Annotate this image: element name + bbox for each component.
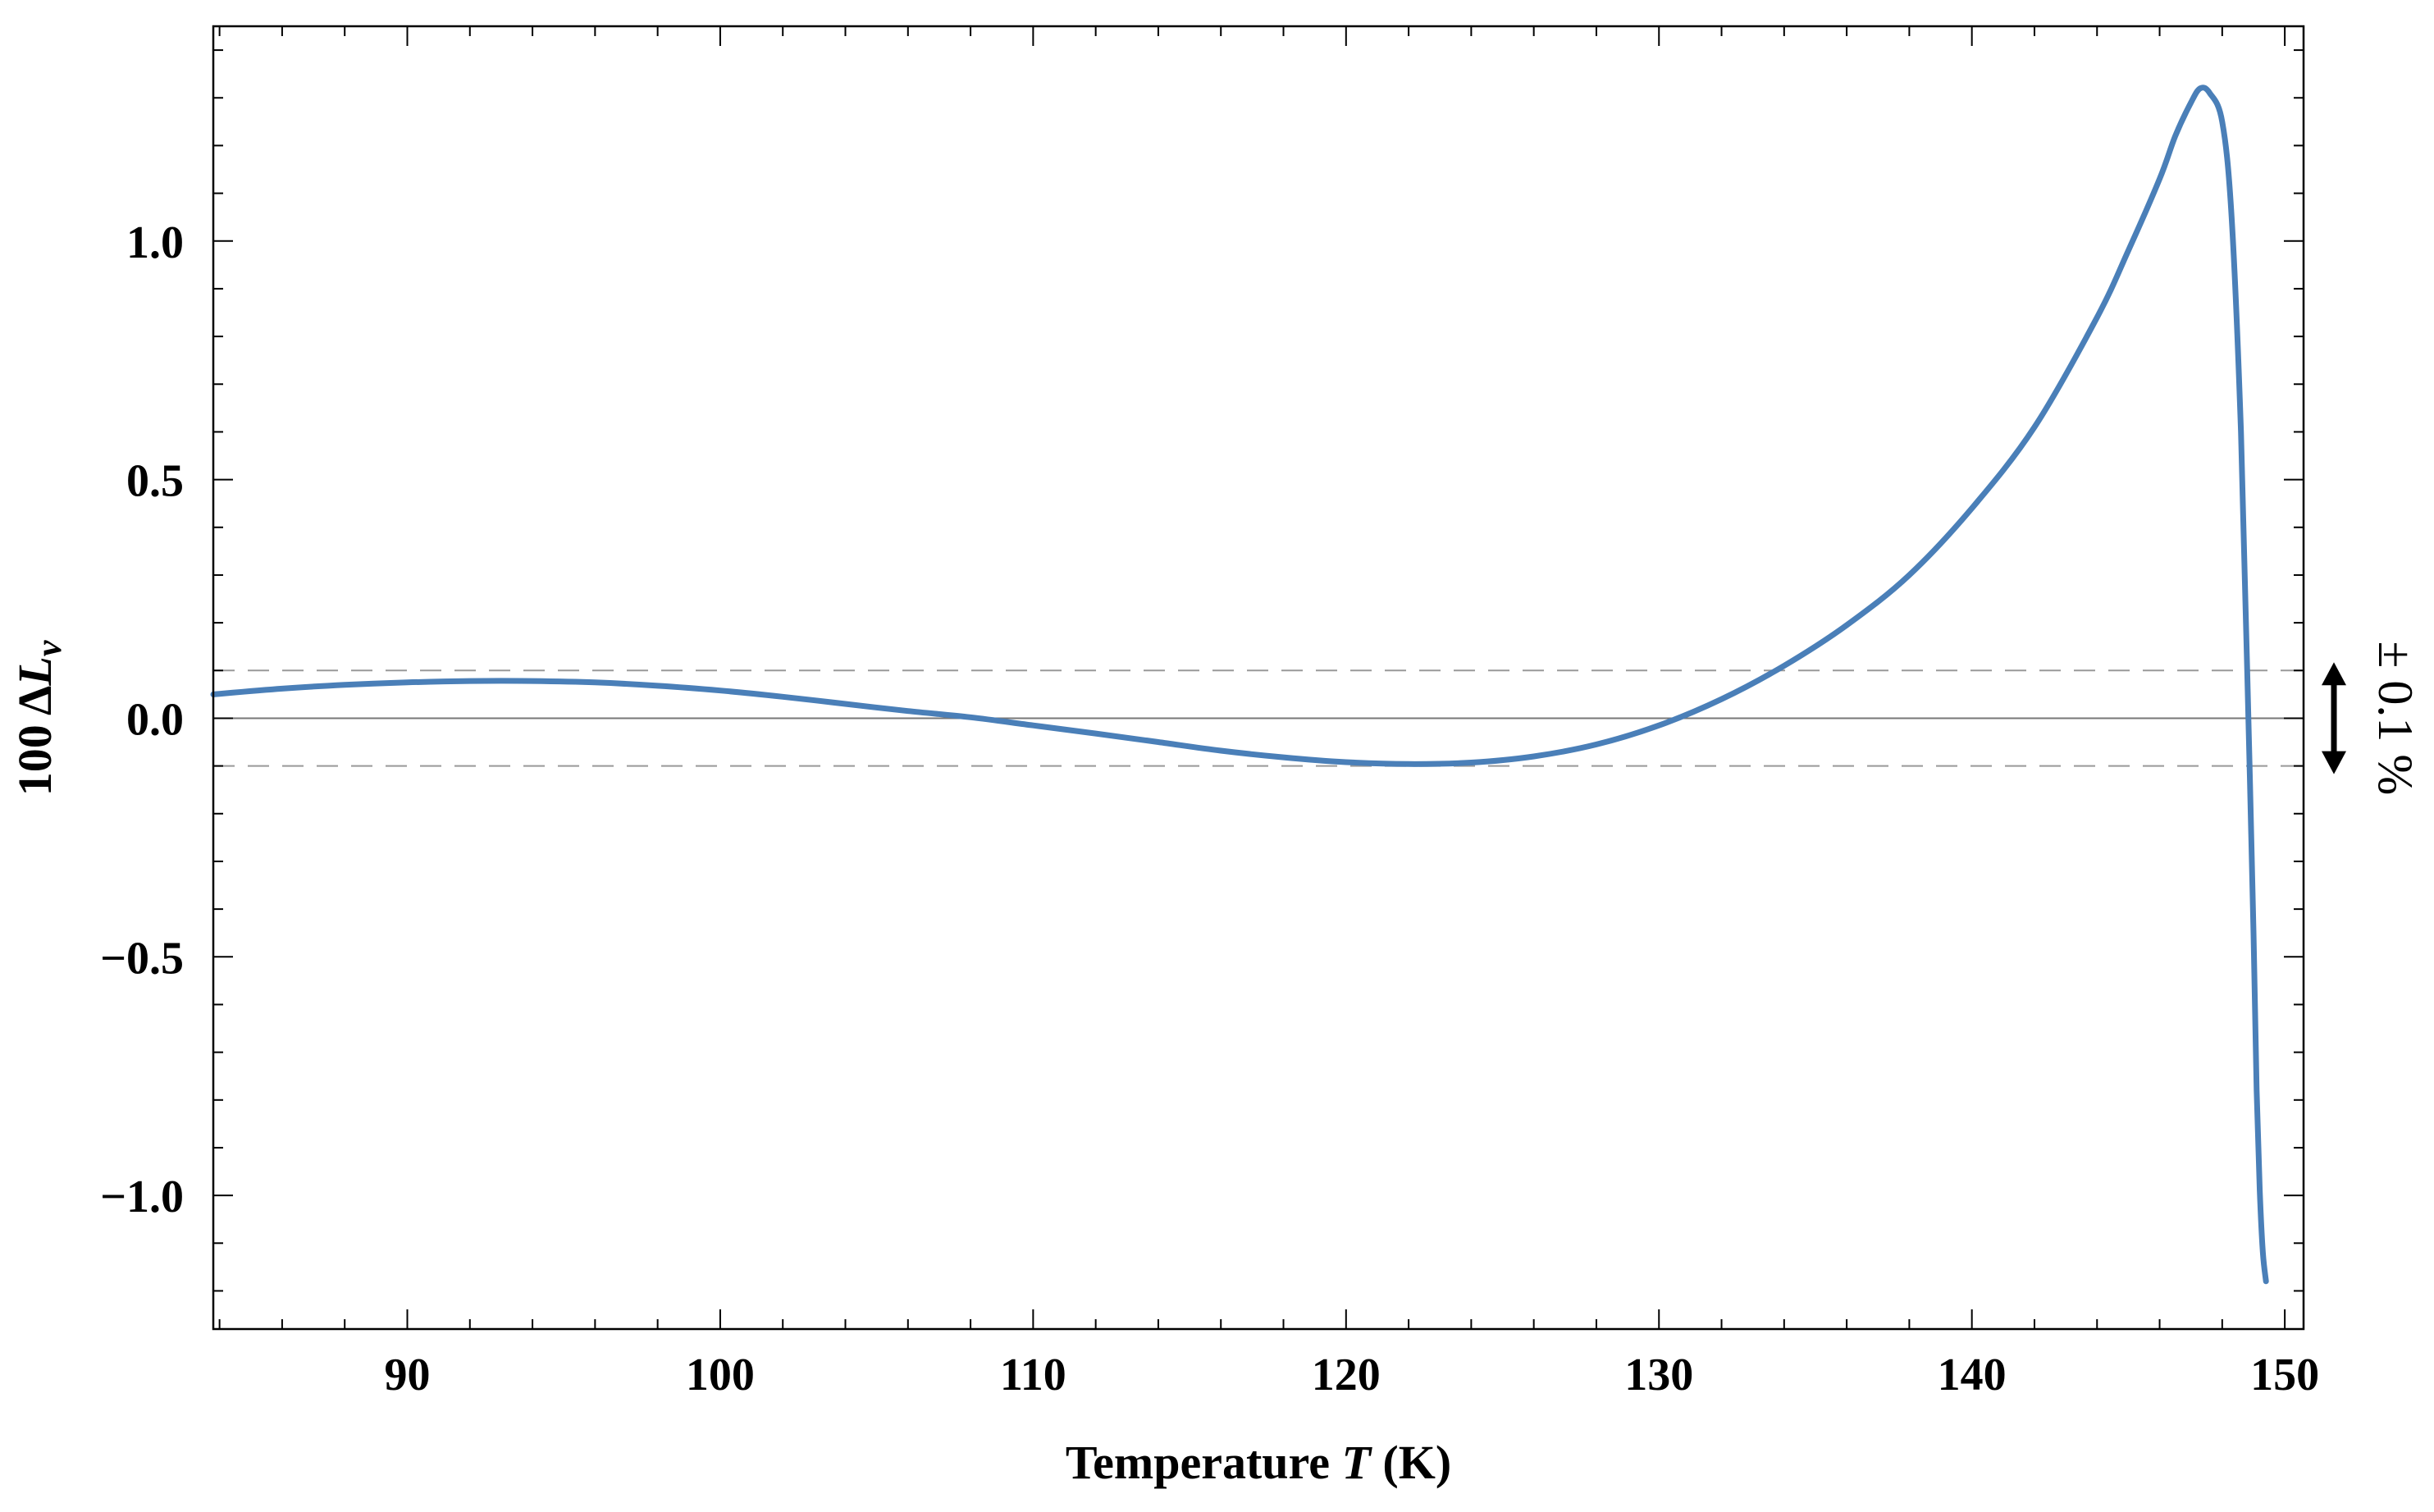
x-axis-title-var: T: [1341, 1436, 1372, 1489]
tolerance-band-label: ± 0.1 %: [2368, 641, 2423, 795]
x-tick-label: 90: [384, 1350, 430, 1400]
y-axis-title-var: L: [8, 656, 62, 686]
y-tick-label: 1.0: [126, 217, 184, 268]
y-axis-title-sub: v: [29, 640, 69, 656]
double-arrow-icon: [2322, 662, 2346, 774]
plot-frame: [212, 25, 2305, 1331]
tick-labels: 90 100 110 120 130 140 150 −1.0 −0.5 0.0 0.5 1.0: [100, 217, 2319, 1400]
y-axis-title-prefix: 100 Δ: [8, 686, 62, 797]
y-tick-label: −1.0: [100, 1172, 184, 1222]
x-tick-label: 140: [1938, 1350, 2007, 1400]
x-axis-title-suffix: (K): [1371, 1436, 1451, 1489]
tolerance-band-note: ± 0.1 %: [2322, 641, 2423, 795]
x-tick-label: 120: [1312, 1350, 1381, 1400]
x-axis-title-prefix: Temperature: [1066, 1436, 1342, 1489]
x-tick-label: 130: [1624, 1350, 1693, 1400]
x-axis-title: Temperature T (K): [1066, 1436, 1451, 1489]
y-tick-label: −0.5: [100, 933, 184, 984]
x-tick-label: 150: [2250, 1350, 2319, 1400]
series-line-0: [210, 85, 2269, 1285]
y-tick-label: 0.5: [126, 456, 184, 507]
ticks: [213, 26, 2304, 1329]
y-axis-title: 100 ΔLv: [8, 640, 69, 796]
x-tick-label: 100: [686, 1350, 755, 1400]
band-arrow-head-up: [2322, 662, 2346, 686]
band-arrow-head-down: [2322, 751, 2346, 774]
y-tick-label: 0.0: [126, 694, 184, 745]
reference-lines: [213, 669, 2304, 767]
x-tick-label: 110: [1000, 1350, 1066, 1400]
series-layer: [210, 85, 2269, 1285]
